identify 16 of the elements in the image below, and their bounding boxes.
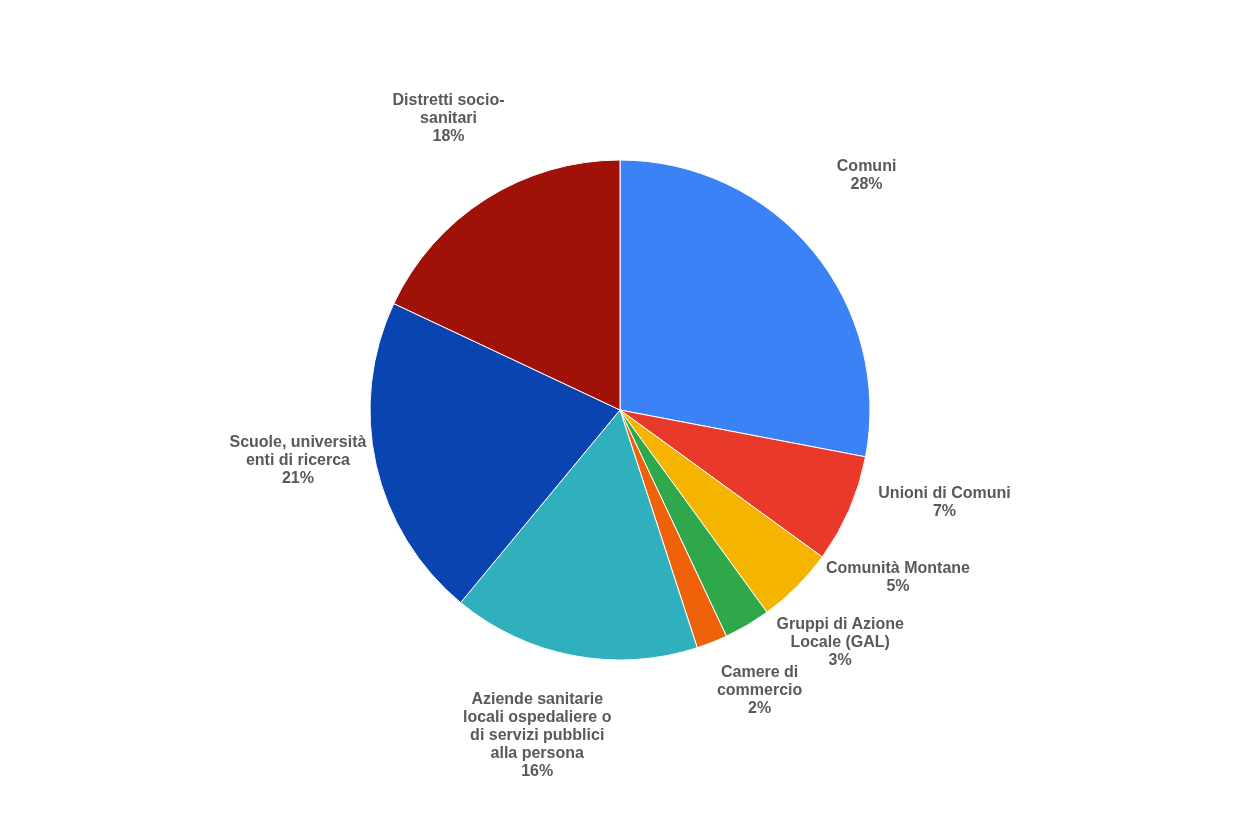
data-label: 28% [850, 175, 883, 193]
slice-label: Comuni [836, 157, 897, 175]
data-label: 7% [932, 502, 957, 520]
data-label: 3% [828, 650, 852, 668]
data-label: 18% [432, 126, 465, 144]
slice-label: Camere di commercio [716, 663, 803, 699]
data-label: 5% [886, 576, 910, 594]
data-label: 21% [281, 468, 314, 486]
data-label: 2% [748, 699, 772, 717]
slice-label: Gruppi di Azione Locale (GAL) [776, 614, 904, 650]
data-label: 16% [521, 762, 554, 780]
slice-label: Distretti socio-sanitari [392, 90, 505, 126]
slice-label: Comunità Montane [825, 558, 971, 576]
slice-label: Unioni di Comuni [878, 484, 1011, 502]
slice-label: Aziende sanitarie locali ospedaliere o di servizi pubblici alla persona [462, 690, 612, 762]
slice-label: Scuole, università enti di ricerca [229, 432, 367, 468]
